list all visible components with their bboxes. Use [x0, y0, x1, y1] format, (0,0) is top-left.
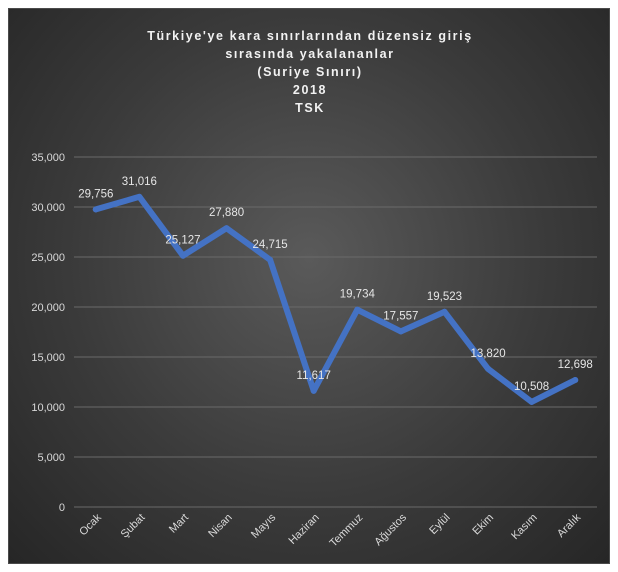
data-point	[179, 252, 186, 259]
data-label: 27,880	[209, 207, 244, 219]
data-point	[223, 225, 230, 232]
x-tick-label: Nisan	[206, 512, 234, 540]
data-label: 12,698	[558, 359, 593, 371]
line-chart: Türkiye'ye kara sınırlarından düzensiz g…	[31, 29, 597, 550]
data-point	[441, 308, 448, 315]
x-axis-tick-labels: Ocak Şubat Mart Nisan Mayıs Haziran Temmuz Ağus…	[77, 511, 583, 549]
series-line	[92, 193, 579, 405]
series-group	[92, 193, 579, 405]
chart-title-line-1: Türkiye'ye kara sınırlarından düzensiz g…	[147, 29, 473, 43]
y-tick-label: 15,000	[31, 352, 65, 364]
x-tick-label: Kasım	[509, 512, 540, 543]
x-tick-label: Temmuz	[328, 512, 366, 550]
data-label: 24,715	[253, 239, 288, 251]
data-label: 17,557	[383, 310, 418, 322]
data-point	[528, 398, 535, 405]
data-point	[92, 206, 99, 213]
data-point	[397, 328, 404, 335]
chart-title-line-3: (Suriye Sınırı)	[257, 65, 362, 79]
y-axis-tick-labels: 0 5,000 10,000 15,000 20,000 25,000 30,000 35,0…	[31, 152, 65, 514]
chart-title-line-2: sırasında yakalananlar	[225, 47, 394, 61]
data-label: 25,127	[165, 235, 200, 247]
chart-title: Türkiye'ye kara sınırlarından düzensiz g…	[147, 29, 473, 115]
y-tick-label: 35,000	[31, 152, 65, 164]
chart-title-line-4: 2018	[293, 83, 327, 97]
chart-title-line-5: TSK	[295, 101, 325, 115]
data-point	[572, 377, 579, 384]
x-tick-label: Mart	[167, 512, 191, 536]
data-point	[310, 387, 317, 394]
y-tick-label: 10,000	[31, 402, 65, 414]
y-tick-label: 25,000	[31, 252, 65, 264]
data-point	[485, 365, 492, 372]
y-tick-label: 20,000	[31, 302, 65, 314]
x-tick-label: Aralık	[555, 511, 584, 540]
data-point	[267, 256, 274, 263]
x-tick-label: Mayıs	[249, 511, 279, 541]
x-tick-label: Eylül	[427, 512, 452, 537]
data-point	[136, 193, 143, 200]
y-tick-label: 5,000	[37, 452, 65, 464]
data-label: 29,756	[78, 188, 113, 200]
data-point	[354, 306, 361, 313]
gridlines	[74, 156, 597, 508]
y-tick-label: 0	[59, 502, 65, 514]
y-tick-label: 30,000	[31, 202, 65, 214]
data-label: 13,820	[470, 348, 505, 360]
data-label: 19,734	[340, 289, 376, 301]
data-label: 11,617	[297, 370, 331, 382]
x-tick-label: Ağustos	[372, 511, 409, 548]
data-label: 19,523	[427, 291, 462, 303]
chart-frame: Türkiye'ye kara sınırlarından düzensiz g…	[8, 8, 610, 564]
data-label: 10,508	[514, 381, 549, 393]
x-tick-label: Ocak	[77, 511, 104, 538]
x-tick-label: Şubat	[119, 512, 148, 541]
data-labels: 29,756 31,016 25,127 27,880 24,715 11,617 19,7…	[78, 176, 593, 393]
data-label: 31,016	[122, 176, 157, 188]
x-tick-label: Haziran	[287, 512, 322, 547]
x-tick-label: Ekim	[470, 512, 496, 538]
